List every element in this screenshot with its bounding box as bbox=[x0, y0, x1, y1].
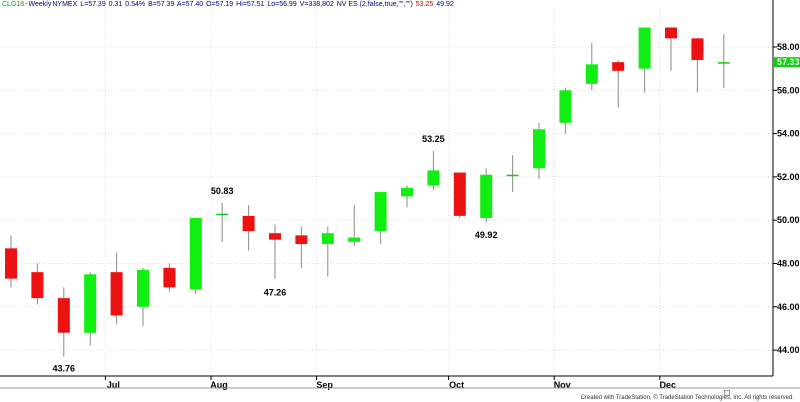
x-tick-label: Sep bbox=[316, 380, 333, 390]
y-tick-label: 58.00 bbox=[777, 42, 800, 52]
volume-text: V=338,802 bbox=[299, 1, 334, 8]
candle-body bbox=[348, 237, 361, 242]
chart-header: CLG18-WeeklyNYMEX L=57.39 0.31 0.54% B=5… bbox=[2, 1, 454, 8]
candle-body bbox=[163, 267, 176, 288]
candle-body bbox=[137, 269, 149, 307]
symbol-label: CLG18 bbox=[2, 1, 25, 8]
price-annotation: 43.76 bbox=[53, 363, 76, 373]
y-tick-label: 50.00 bbox=[777, 215, 800, 225]
candle-body bbox=[401, 187, 413, 197]
study-value-2: 49.92 bbox=[436, 1, 454, 8]
annotations: 43.76 50.83 47.26 53.25 49.92 bbox=[53, 134, 498, 373]
x-tick-label: Oct bbox=[449, 380, 464, 390]
candle-body bbox=[5, 248, 17, 279]
candle-body bbox=[453, 172, 466, 216]
last-price-text: L=57.39 bbox=[80, 1, 106, 8]
ask-text: A=57.40 bbox=[176, 1, 204, 8]
x-tick-label: Jul bbox=[107, 380, 120, 390]
x-tick-label: Dec bbox=[660, 380, 677, 390]
candle-body bbox=[31, 272, 44, 299]
low-text: Lo=56.99 bbox=[267, 1, 297, 8]
price-annotation: 50.83 bbox=[211, 186, 234, 196]
price-annotation: 49.92 bbox=[475, 230, 498, 240]
axes: 44.00 46.00 48.00 50.00 52.00 54.00 56.00 58.00… bbox=[0, 0, 800, 390]
x-tick-label: Aug bbox=[210, 380, 228, 390]
candle-body bbox=[216, 213, 229, 216]
price-annotation: 53.25 bbox=[422, 134, 445, 144]
study-text: NV ES (2,false,true,"","") bbox=[336, 1, 413, 8]
candle-body bbox=[110, 272, 123, 316]
candle-body bbox=[559, 90, 572, 123]
y-tick-label: 56.00 bbox=[777, 85, 800, 95]
price-annotation: 47.26 bbox=[264, 288, 287, 298]
copyright-footer: Created with TradeStation. © TradeStatio… bbox=[580, 395, 794, 401]
candle-body bbox=[506, 174, 519, 177]
candle-body bbox=[533, 129, 545, 169]
open-text: O=57.19 bbox=[206, 1, 234, 8]
y-tick-label: 54.00 bbox=[777, 129, 800, 139]
change-pct-text: 0.54% bbox=[125, 1, 146, 8]
exchange-label: NYMEX bbox=[52, 1, 78, 8]
candle-body bbox=[84, 274, 97, 333]
candle-body bbox=[638, 27, 651, 69]
y-tick-label: 48.00 bbox=[777, 259, 800, 269]
grid-lines bbox=[0, 8, 773, 376]
candle-body bbox=[321, 233, 334, 245]
change-text: 0.31 bbox=[108, 1, 123, 8]
y-tick-label: 46.00 bbox=[777, 302, 800, 312]
candle-body bbox=[480, 174, 493, 219]
x-tick-label: Nov bbox=[554, 380, 571, 390]
candle-body bbox=[374, 192, 387, 232]
y-tick-label: 52.00 bbox=[777, 172, 800, 182]
y-tick-label: 44.00 bbox=[777, 345, 800, 355]
candle-body bbox=[57, 298, 70, 333]
last-price-label: 57.33 bbox=[777, 57, 800, 67]
candle-body bbox=[691, 38, 704, 60]
candle-body bbox=[612, 62, 625, 71]
candle-body bbox=[295, 235, 308, 245]
scroll-handle[interactable] bbox=[724, 390, 730, 396]
candle-body bbox=[269, 233, 281, 240]
study-value-1: 53.25 bbox=[415, 1, 434, 8]
candle-body bbox=[189, 218, 202, 290]
candle-body bbox=[242, 215, 255, 232]
candle-body bbox=[665, 27, 677, 39]
candle-body bbox=[427, 170, 440, 186]
interval-label: Weekly bbox=[28, 1, 52, 8]
bid-text: B=57.39 bbox=[148, 1, 175, 8]
candles bbox=[5, 27, 730, 357]
candle-body bbox=[585, 64, 598, 84]
candle-body bbox=[717, 62, 730, 64]
last-price-tag bbox=[774, 57, 800, 68]
high-text: Hi=57.51 bbox=[236, 1, 265, 8]
